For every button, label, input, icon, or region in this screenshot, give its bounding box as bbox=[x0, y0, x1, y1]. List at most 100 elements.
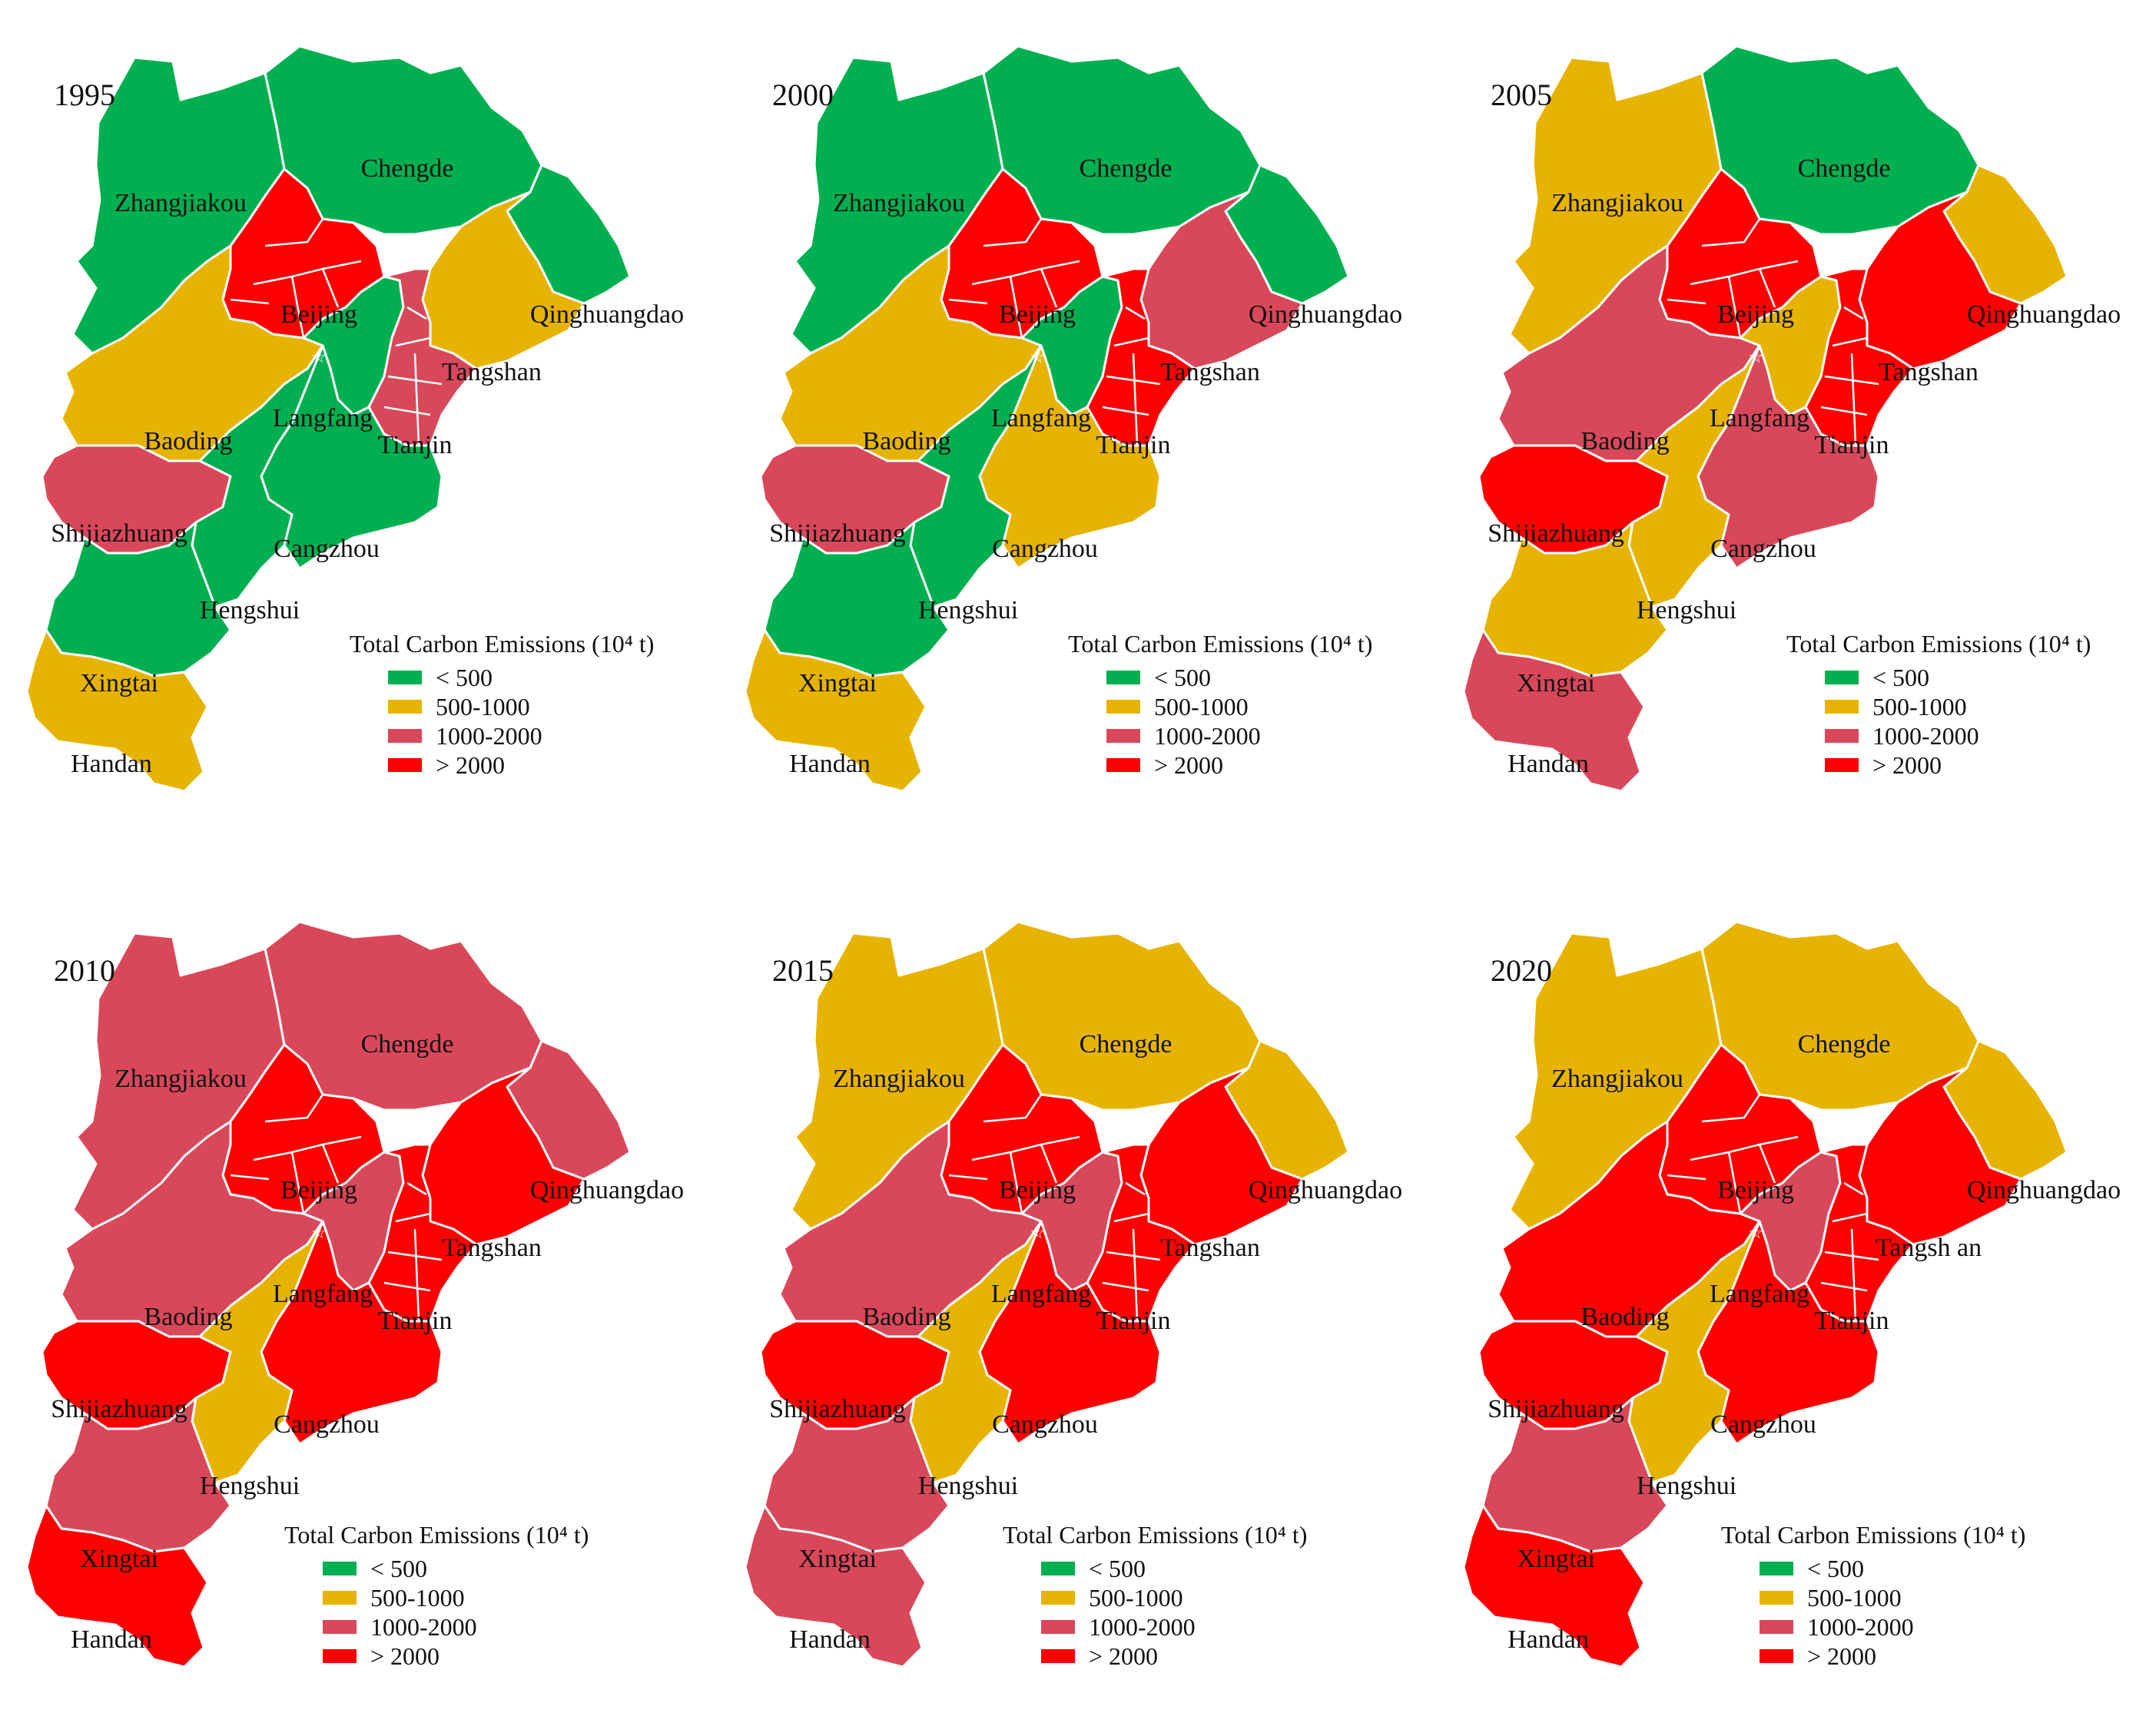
region-handan bbox=[744, 1504, 927, 1668]
district-boundary bbox=[983, 1094, 1043, 1123]
legend-item: > 2000 bbox=[323, 1642, 589, 1671]
region-label-shijiazhuang: Shijiazhuang bbox=[51, 1395, 187, 1423]
panel-year: 2005 bbox=[1491, 78, 1552, 112]
choropleth-map bbox=[25, 45, 632, 793]
legend-item: 500-1000 bbox=[323, 1583, 589, 1612]
region-tianjin bbox=[1086, 1143, 1196, 1323]
region-tianjin bbox=[1086, 267, 1196, 447]
region-label-beijing: Beijing bbox=[998, 300, 1076, 329]
district-boundary bbox=[1125, 306, 1146, 320]
region-label-beijing: Beijing bbox=[1716, 1176, 1795, 1204]
region-label-hengshui: Hengshui bbox=[199, 596, 300, 624]
district-boundary bbox=[1843, 306, 1864, 320]
district-boundary bbox=[1102, 406, 1149, 416]
legend-label: > 2000 bbox=[436, 750, 506, 779]
region-label-hengshui: Hengshui bbox=[917, 1472, 1019, 1500]
legend-item: 500-1000 bbox=[1041, 1583, 1307, 1612]
legend-label: > 2000 bbox=[370, 1642, 440, 1670]
legend-item: > 2000 bbox=[1106, 750, 1372, 780]
region-label-tangshan: Tangshan bbox=[1160, 1234, 1260, 1262]
legend-label: 500-1000 bbox=[1089, 1583, 1183, 1612]
legend-swatch bbox=[1106, 671, 1140, 684]
legend-swatch bbox=[1825, 758, 1859, 772]
legend-label: 500-1000 bbox=[1154, 692, 1249, 721]
district-boundary bbox=[1832, 336, 1868, 347]
region-tianjin bbox=[367, 267, 478, 447]
region-label-xingtai: Xingtai bbox=[1517, 669, 1595, 697]
region-label-chengde: Chengde bbox=[360, 154, 454, 183]
district-boundary bbox=[321, 1144, 340, 1184]
region-label-shijiazhuang: Shijiazhuang bbox=[769, 1395, 906, 1423]
region-label-langfang: Langfang bbox=[272, 404, 373, 432]
legend-swatch bbox=[1825, 729, 1859, 743]
capital-star-icon: ☆ bbox=[1748, 347, 1763, 366]
choropleth-map bbox=[1462, 45, 2068, 793]
legend-swatch bbox=[1106, 729, 1140, 743]
region-hengshui bbox=[1627, 1220, 1761, 1484]
legend-label: < 500 bbox=[436, 663, 493, 691]
region-handan bbox=[25, 628, 209, 793]
legend-swatch bbox=[323, 1620, 357, 1634]
legend-item: 500-1000 bbox=[1825, 692, 2091, 721]
legend-swatch bbox=[1825, 671, 1859, 684]
district-boundary bbox=[406, 306, 427, 320]
region-label-qinghuangdao: Qinghuangdao bbox=[529, 1176, 685, 1204]
capital-star-icon: ☆ bbox=[311, 1223, 327, 1242]
legend-title: Total Carbon Emissions (10⁴ t) bbox=[350, 630, 655, 658]
district-boundary bbox=[1113, 336, 1149, 347]
legend-swatch bbox=[1760, 1649, 1793, 1663]
district-boundary bbox=[413, 353, 420, 446]
legend-item: < 500 bbox=[323, 1554, 589, 1583]
district-boundary bbox=[1040, 268, 1058, 308]
region-label-cangzhou: Cangzhou bbox=[1710, 1410, 1816, 1439]
region-label-beijing: Beijing bbox=[280, 1176, 358, 1204]
region-label-tangshan: Tangsh an bbox=[1875, 1234, 1982, 1262]
legend-label: > 2000 bbox=[1154, 750, 1224, 779]
district-boundary bbox=[253, 260, 362, 286]
choropleth-map bbox=[744, 920, 1350, 1668]
region-tianjin bbox=[1804, 267, 1915, 447]
region-label-tangshan: Tangshan bbox=[442, 1234, 542, 1262]
legend-item: < 500 bbox=[388, 663, 654, 692]
region-label-shijiazhuang: Shijiazhuang bbox=[769, 519, 906, 548]
region-label-handan: Handan bbox=[789, 750, 871, 778]
district-boundary bbox=[264, 1094, 324, 1123]
region-label-chengde: Chengde bbox=[1079, 154, 1173, 183]
region-label-hengshui: Hengshui bbox=[199, 1472, 300, 1500]
region-label-zhangjiakou: Zhangjiakou bbox=[1551, 189, 1683, 217]
legend-swatch bbox=[323, 1649, 357, 1663]
legend-label: < 500 bbox=[370, 1554, 428, 1582]
district-boundary bbox=[983, 218, 1043, 247]
region-label-chengde: Chengde bbox=[1079, 1030, 1173, 1058]
region-label-cangzhou: Cangzhou bbox=[1710, 535, 1816, 563]
legend-label: 1000-2000 bbox=[1872, 721, 1979, 750]
legend-swatch bbox=[1760, 1591, 1793, 1605]
region-label-xingtai: Xingtai bbox=[80, 1545, 158, 1573]
region-label-langfang: Langfang bbox=[1709, 404, 1810, 432]
district-boundary bbox=[1132, 353, 1139, 446]
region-label-baoding: Baoding bbox=[862, 427, 951, 456]
legend-swatch bbox=[323, 1591, 357, 1605]
region-hengshui bbox=[909, 344, 1043, 608]
region-label-xingtai: Xingtai bbox=[80, 669, 158, 697]
region-label-beijing: Beijing bbox=[1716, 300, 1795, 329]
legend-label: > 2000 bbox=[1807, 1642, 1877, 1670]
district-boundary bbox=[948, 1174, 988, 1181]
region-handan bbox=[25, 1504, 209, 1668]
region-label-tianjin: Tianjin bbox=[1096, 431, 1171, 459]
district-boundary bbox=[1727, 1151, 1742, 1214]
legend-label: < 500 bbox=[1872, 663, 1930, 691]
map-legend: Total Carbon Emissions (10⁴ t) < 500 500-1… bbox=[284, 1521, 589, 1671]
legend-item: > 2000 bbox=[1041, 1642, 1307, 1671]
legend-item: < 500 bbox=[1041, 1554, 1307, 1583]
panel-year: 2020 bbox=[1491, 953, 1552, 988]
map-legend: Total Carbon Emissions (10⁴ t) < 500 500-1… bbox=[1068, 630, 1372, 780]
region-label-qinghuangdao: Qinghuangdao bbox=[1966, 1176, 2121, 1204]
region-tianjin bbox=[1804, 1143, 1915, 1323]
region-label-tangshan: Tangshan bbox=[442, 358, 542, 386]
legend-swatch bbox=[1825, 700, 1859, 714]
region-label-shijiazhuang: Shijiazhuang bbox=[51, 519, 187, 548]
map-panel-2020: ☆ 2020 Zhangjiakou Chengde Beijing Qinghuangd… bbox=[1437, 891, 2146, 1736]
district-boundary bbox=[1102, 1281, 1149, 1292]
district-boundary bbox=[290, 276, 305, 339]
